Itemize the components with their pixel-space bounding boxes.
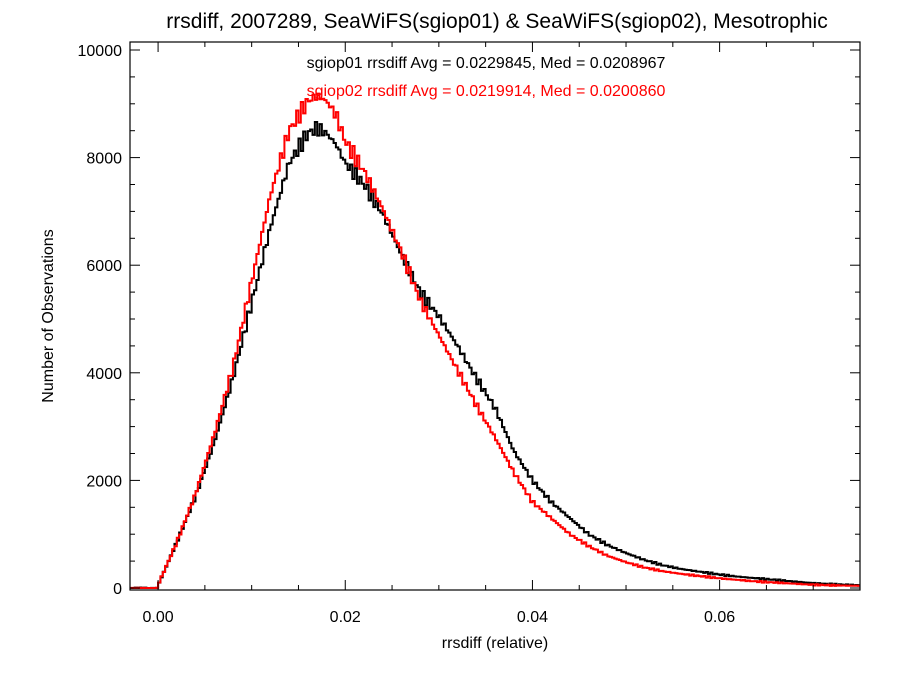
series-sgiop02-line: [130, 92, 860, 589]
series-sgiop01-line: [130, 121, 860, 589]
y-axis-label: Number of Observations: [40, 229, 57, 402]
y-tick-label: 0: [113, 581, 122, 598]
y-axis-ticks: 0 2000 4000 6000 8000 10000: [78, 43, 860, 598]
chart-title: rrsdiff, 2007289, SeaWiFS(sgiop01) & Sea…: [166, 10, 827, 33]
y-tick-label: 10000: [78, 43, 123, 60]
annotation-sgiop02: sgiop02 rrsdiff Avg = 0.0219914, Med = 0…: [307, 83, 666, 100]
series-layer: [130, 92, 860, 589]
x-tick-label: 0.02: [330, 609, 361, 626]
y-tick-label: 6000: [86, 258, 122, 275]
y-tick-label: 8000: [86, 151, 122, 168]
annotation-sgiop01: sgiop01 rrsdiff Avg = 0.0229845, Med = 0…: [307, 55, 666, 72]
x-tick-label: 0.04: [517, 609, 548, 626]
y-tick-label: 4000: [86, 366, 122, 383]
x-axis-ticks: 0.00 0.02 0.04 0.06: [143, 42, 861, 626]
plot-area: 0.00 0.02 0.04 0.06 0 2000 4000 6000 8000 10000: [78, 41, 861, 626]
x-tick-label: 0.06: [704, 609, 735, 626]
x-axis-label: rrsdiff (relative): [442, 635, 548, 652]
x-tick-label: 0.00: [143, 609, 174, 626]
y-tick-label: 2000: [86, 473, 122, 490]
plot-frame: [129, 41, 861, 591]
